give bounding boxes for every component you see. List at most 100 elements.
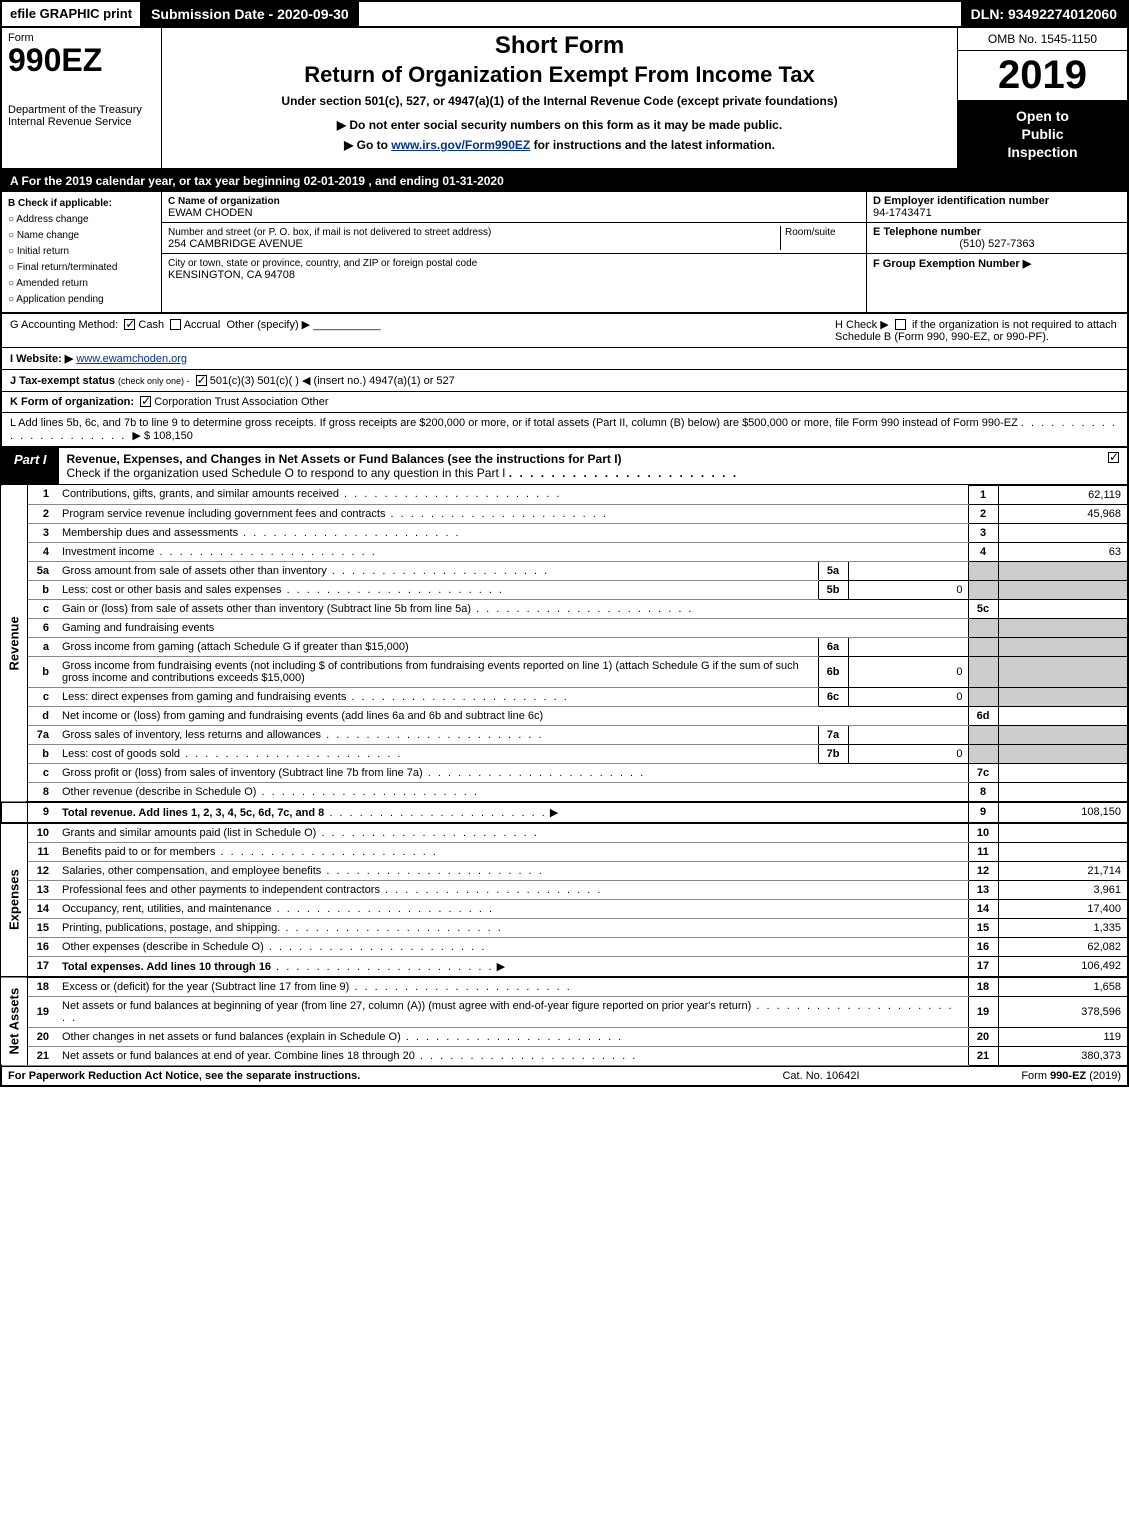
ln-9-d: Total revenue. Add lines 1, 2, 3, 4, 5c,…: [62, 807, 324, 819]
ln-21-v: 380,373: [998, 1046, 1128, 1065]
ln-5c-d: Gain or (loss) from sale of assets other…: [62, 603, 471, 615]
chk-corporation[interactable]: [140, 396, 151, 407]
ln-15-v: 1,335: [998, 918, 1128, 937]
ln-19-no: 19: [968, 996, 998, 1027]
ln-5a-shade: [968, 561, 998, 580]
ln-6c-n: c: [27, 687, 57, 706]
ln-11-v: [998, 842, 1128, 861]
ln-6d-v: [998, 706, 1128, 725]
ln-6d-n: d: [27, 706, 57, 725]
goto-line: ▶ Go to www.irs.gov/Form990EZ for instru…: [168, 138, 951, 152]
ln-2-d: Program service revenue including govern…: [62, 508, 385, 520]
irs-link[interactable]: www.irs.gov/Form990EZ: [391, 138, 530, 152]
ln-20-v: 119: [998, 1027, 1128, 1046]
ln-6a-sv: [848, 637, 968, 656]
chk-501c3[interactable]: [196, 375, 207, 386]
chk-accrual[interactable]: [170, 319, 181, 330]
ln-10-d: Grants and similar amounts paid (list in…: [62, 827, 316, 839]
ln-17-no: 17: [968, 956, 998, 977]
website-link[interactable]: www.ewamchoden.org: [76, 353, 187, 365]
ln-17-n: 17: [27, 956, 57, 977]
opt-name-change[interactable]: Name change: [8, 228, 155, 244]
efile-label[interactable]: efile GRAPHIC print: [2, 2, 141, 26]
ln-5b-vshade: [998, 580, 1128, 599]
opt-address-change[interactable]: Address change: [8, 212, 155, 228]
chk-h[interactable]: [895, 319, 906, 330]
ln-16-no: 16: [968, 937, 998, 956]
dots: [509, 466, 738, 480]
ln-7c-no: 7c: [968, 763, 998, 782]
ln-7a-sub: 7a: [818, 725, 848, 744]
ln-14-d: Occupancy, rent, utilities, and maintena…: [62, 903, 272, 915]
other-label: Other (specify) ▶: [227, 319, 311, 331]
footer-center: Cat. No. 10642I: [721, 1070, 921, 1082]
line-a-taxyear: A For the 2019 calendar year, or tax yea…: [0, 170, 1129, 192]
ln-18-no: 18: [968, 977, 998, 997]
ln-5c-v: [998, 599, 1128, 618]
part-1-checknote: Check if the organization used Schedule …: [67, 466, 506, 480]
ln-12-n: 12: [27, 861, 57, 880]
side-blank-1: [1, 802, 27, 823]
ln-12-v: 21,714: [998, 861, 1128, 880]
ln-1-v: 62,119: [998, 485, 1128, 504]
ln-5a-d: Gross amount from sale of assets other t…: [62, 565, 327, 577]
ln-14-n: 14: [27, 899, 57, 918]
opt-amended-return[interactable]: Amended return: [8, 276, 155, 292]
opt-final-return[interactable]: Final return/terminated: [8, 260, 155, 276]
ein-label: D Employer identification number: [873, 195, 1049, 207]
line-l-value: 108,150: [153, 430, 193, 442]
opt-application-pending[interactable]: Application pending: [8, 292, 155, 308]
ln-6-shade: [968, 618, 998, 637]
ln-21-no: 21: [968, 1046, 998, 1065]
ln-11-no: 11: [968, 842, 998, 861]
ln-7a-shade: [968, 725, 998, 744]
ln-7b-vshade: [998, 744, 1128, 763]
ln-17-arrow: ▶: [497, 961, 505, 973]
ssn-warning: ▶ Do not enter social security numbers o…: [168, 118, 951, 132]
ln-1-no: 1: [968, 485, 998, 504]
ln-12-no: 12: [968, 861, 998, 880]
ln-6c-vshade: [998, 687, 1128, 706]
ln-10-v: [998, 823, 1128, 843]
open-inspection: Open to Public Inspection: [958, 101, 1127, 168]
ln-17-d: Total expenses. Add lines 10 through 16: [62, 961, 271, 973]
part-1-tag: Part I: [2, 448, 59, 484]
ln-6b-sv: 0: [848, 656, 968, 687]
sidebar-revenue: Revenue: [1, 485, 27, 802]
ln-6a-n: a: [27, 637, 57, 656]
ln-5a-sub: 5a: [818, 561, 848, 580]
title-short-form: Short Form: [168, 32, 951, 60]
page-footer: For Paperwork Reduction Act Notice, see …: [0, 1066, 1129, 1087]
sidebar-expenses: Expenses: [1, 823, 27, 977]
ln-14-v: 17,400: [998, 899, 1128, 918]
chk-schedule-o[interactable]: [1108, 452, 1119, 463]
ln-2-n: 2: [27, 504, 57, 523]
ln-10-n: 10: [27, 823, 57, 843]
ln-1-n: 1: [27, 485, 57, 504]
line-j: J Tax-exempt status (check only one) - 5…: [0, 370, 1129, 392]
ln-9-v: 108,150: [998, 802, 1128, 823]
inspect-3: Inspection: [1007, 144, 1077, 160]
chk-cash[interactable]: [124, 319, 135, 330]
ln-14-no: 14: [968, 899, 998, 918]
ln-9-n: 9: [27, 802, 57, 823]
ln-20-n: 20: [27, 1027, 57, 1046]
ln-7a-n: 7a: [27, 725, 57, 744]
inspect-1: Open to: [1016, 108, 1069, 124]
ln-7c-v: [998, 763, 1128, 782]
street-value: 254 CAMBRIDGE AVENUE: [168, 238, 303, 250]
submission-date: Submission Date - 2020-09-30: [141, 2, 359, 26]
ln-7a-sv: [848, 725, 968, 744]
ln-6c-sub: 6c: [818, 687, 848, 706]
ln-15-n: 15: [27, 918, 57, 937]
ln-5a-vshade: [998, 561, 1128, 580]
line-i: I Website: ▶ www.ewamchoden.org: [0, 348, 1129, 370]
ln-12-d: Salaries, other compensation, and employ…: [62, 865, 321, 877]
line-l: L Add lines 5b, 6c, and 7b to line 9 to …: [0, 413, 1129, 448]
ln-2-v: 45,968: [998, 504, 1128, 523]
ln-5c-no: 5c: [968, 599, 998, 618]
city-label: City or town, state or province, country…: [168, 258, 477, 269]
header-center: Short Form Return of Organization Exempt…: [162, 28, 957, 168]
irs-label: Internal Revenue Service: [8, 116, 155, 128]
opt-initial-return[interactable]: Initial return: [8, 244, 155, 260]
